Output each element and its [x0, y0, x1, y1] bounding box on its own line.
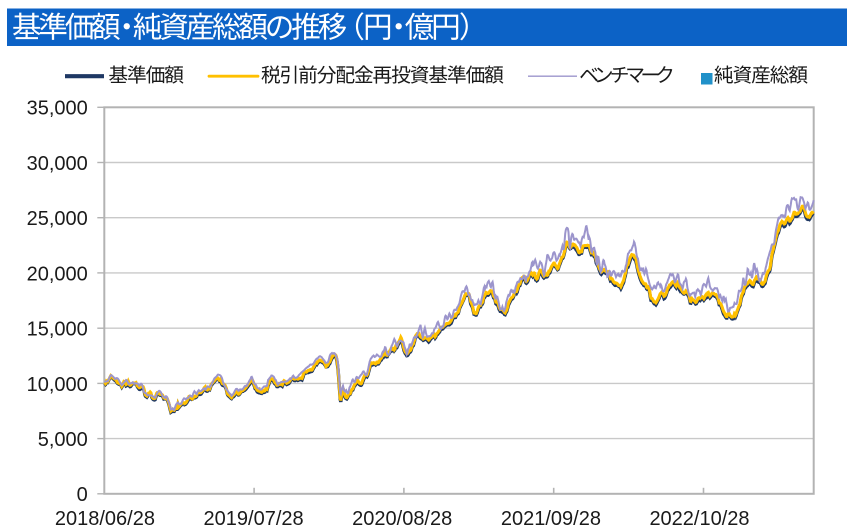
svg-text:10,000: 10,000 — [27, 374, 88, 396]
svg-text:35,000: 35,000 — [27, 98, 88, 120]
svg-text:2019/07/28: 2019/07/28 — [204, 508, 304, 530]
svg-text:2018/06/28: 2018/06/28 — [55, 508, 155, 530]
svg-text:2021/09/28: 2021/09/28 — [501, 508, 601, 530]
svg-text:25,000: 25,000 — [27, 208, 88, 230]
svg-text:5,000: 5,000 — [38, 429, 88, 451]
svg-text:2020/08/28: 2020/08/28 — [352, 508, 452, 530]
svg-text:20,000: 20,000 — [27, 263, 88, 285]
svg-text:2022/10/28: 2022/10/28 — [649, 508, 749, 530]
svg-text:15,000: 15,000 — [27, 319, 88, 341]
svg-text:0: 0 — [77, 484, 88, 506]
svg-text:30,000: 30,000 — [27, 153, 88, 175]
